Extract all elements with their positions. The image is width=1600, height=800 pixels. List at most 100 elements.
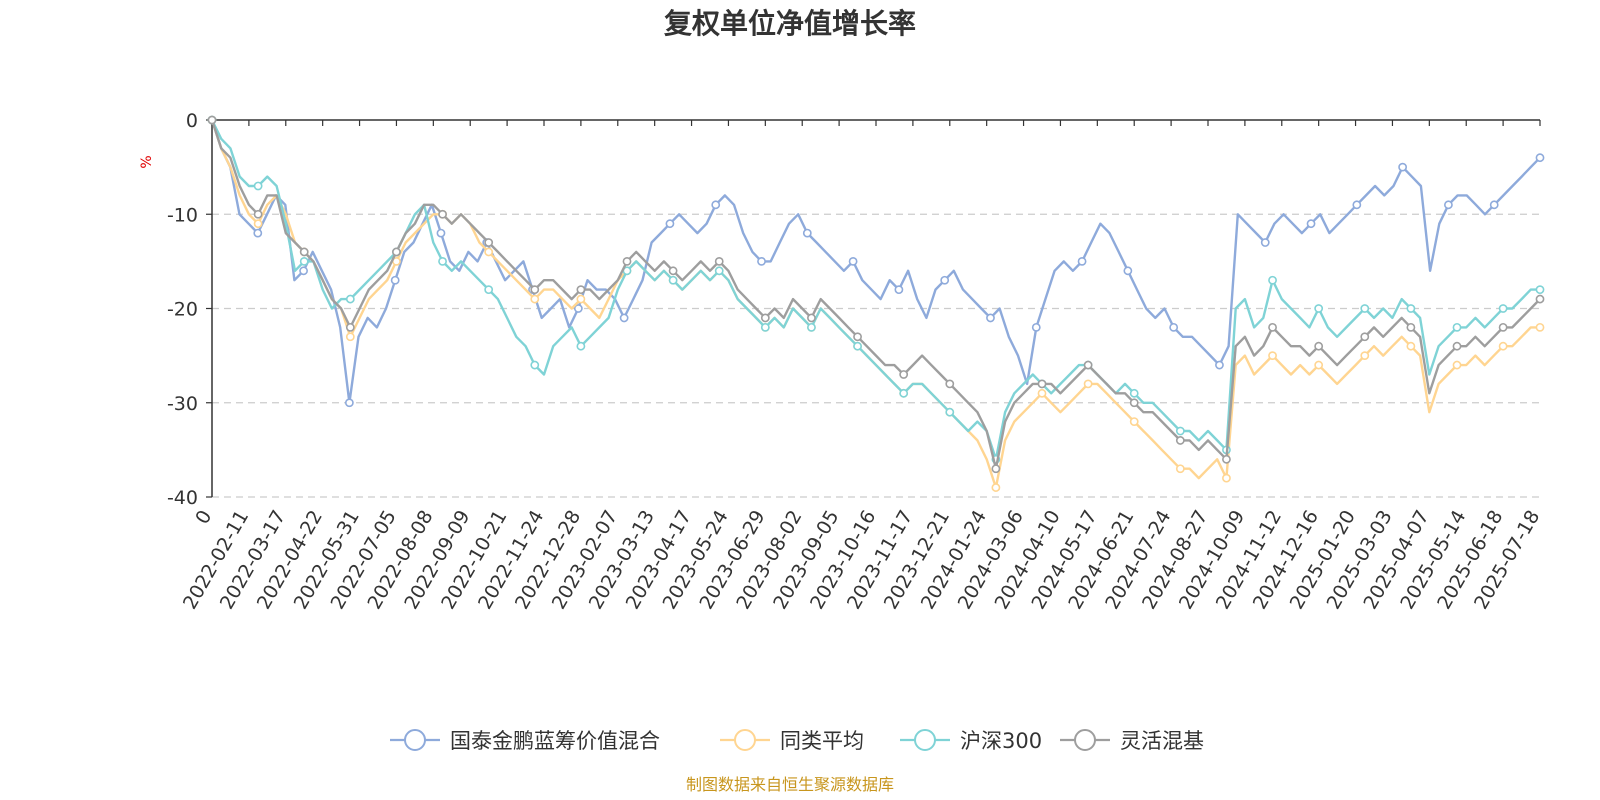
data-point [253,228,263,238]
y-tick-label: -10 [167,204,198,226]
series-lines [207,115,1545,492]
data-point [807,313,816,323]
y-tick-label: 0 [186,110,198,132]
legend-item[interactable]: 沪深300 [900,729,1042,753]
data-point [1314,360,1324,370]
data-point [1083,379,1093,389]
data-point [1037,379,1047,389]
legend-item[interactable]: 灵活混基 [1060,729,1204,753]
data-point [1314,341,1324,351]
data-point [986,313,995,323]
data-point [1406,304,1416,313]
data-point [899,388,909,398]
data-point [1406,322,1416,332]
data-point [1222,473,1231,483]
data-point [899,370,909,379]
data-point [1260,238,1270,247]
data-point [345,294,355,304]
data-point [344,398,354,408]
data-point [484,238,494,247]
data-point [1498,341,1508,351]
data-point [345,322,355,332]
source-note: 制图数据来自恒生聚源数据库 [686,775,894,794]
data-point [253,181,263,191]
data-point [757,256,766,266]
data-point [807,322,816,332]
data-point [1360,351,1370,361]
data-point [253,219,263,229]
data-point [1215,360,1224,370]
x-axis: 02022-02-112022-03-172022-04-222022-05-3… [179,119,1544,613]
data-point [619,313,629,323]
data-point [848,256,858,266]
legend-label: 沪深300 [960,729,1042,753]
data-point [714,266,724,276]
data-point [1489,200,1499,210]
legend-label: 同类平均 [780,729,864,753]
data-point [1175,426,1185,436]
data-point [1535,322,1545,332]
data-point [207,115,217,125]
data-point [1175,464,1185,474]
data-point [945,407,955,417]
data-point [802,228,812,238]
data-point [1222,454,1231,464]
legend-item[interactable]: 同类平均 [720,729,864,753]
data-point [1268,275,1277,285]
data-point [622,256,632,266]
data-point [940,275,950,285]
series-line [210,119,1540,461]
legend-label: 国泰金鹏蓝筹价值混合 [450,729,660,753]
data-point [760,322,770,332]
data-point [484,247,494,257]
data-point [1169,322,1179,332]
legend-item[interactable]: 国泰金鹏蓝筹价值混合 [390,729,660,753]
data-point [530,285,540,295]
data-point [530,294,540,304]
data-point [299,247,309,257]
legend-label: 灵活混基 [1120,729,1204,753]
data-point [1444,200,1453,210]
x-tick-label: 0 [191,507,216,528]
data-point [438,256,447,266]
data-point [668,275,678,285]
data-point [1129,388,1139,398]
series-line [210,119,1540,489]
data-point [484,285,494,295]
data-point [1406,341,1416,351]
data-point [1037,388,1047,398]
data-point [438,209,447,219]
data-point [299,266,308,276]
data-point [665,219,675,229]
data-point [1452,322,1462,332]
data-point [714,256,724,266]
data-point [1360,332,1370,342]
data-point [576,294,586,304]
y-tick-label: -30 [167,393,198,415]
data-point [1306,219,1316,229]
data-point [1498,322,1508,332]
data-point [576,341,586,351]
legend-marker [404,729,426,751]
y-axis-unit: % [139,155,155,168]
data-point [1398,162,1408,172]
data-point [392,247,401,257]
data-point [853,341,862,351]
y-tick-label: -40 [167,487,198,509]
legend[interactable]: 国泰金鹏蓝筹价值混合 同类平均 沪深300 灵活混基 [390,729,1204,753]
data-point [991,483,1001,492]
data-point [1314,304,1324,313]
y-tick-label: -20 [167,299,198,321]
legend-marker [914,729,936,751]
data-point [1352,200,1362,210]
chart-title: 复权单位净值增长率 [664,7,916,40]
data-point [1535,285,1545,295]
data-point [1535,294,1545,304]
data-point [1452,360,1462,370]
data-point [530,360,540,370]
legend-marker [734,729,756,751]
data-point [1360,304,1370,313]
data-point [253,209,263,219]
data-point [1268,351,1277,361]
